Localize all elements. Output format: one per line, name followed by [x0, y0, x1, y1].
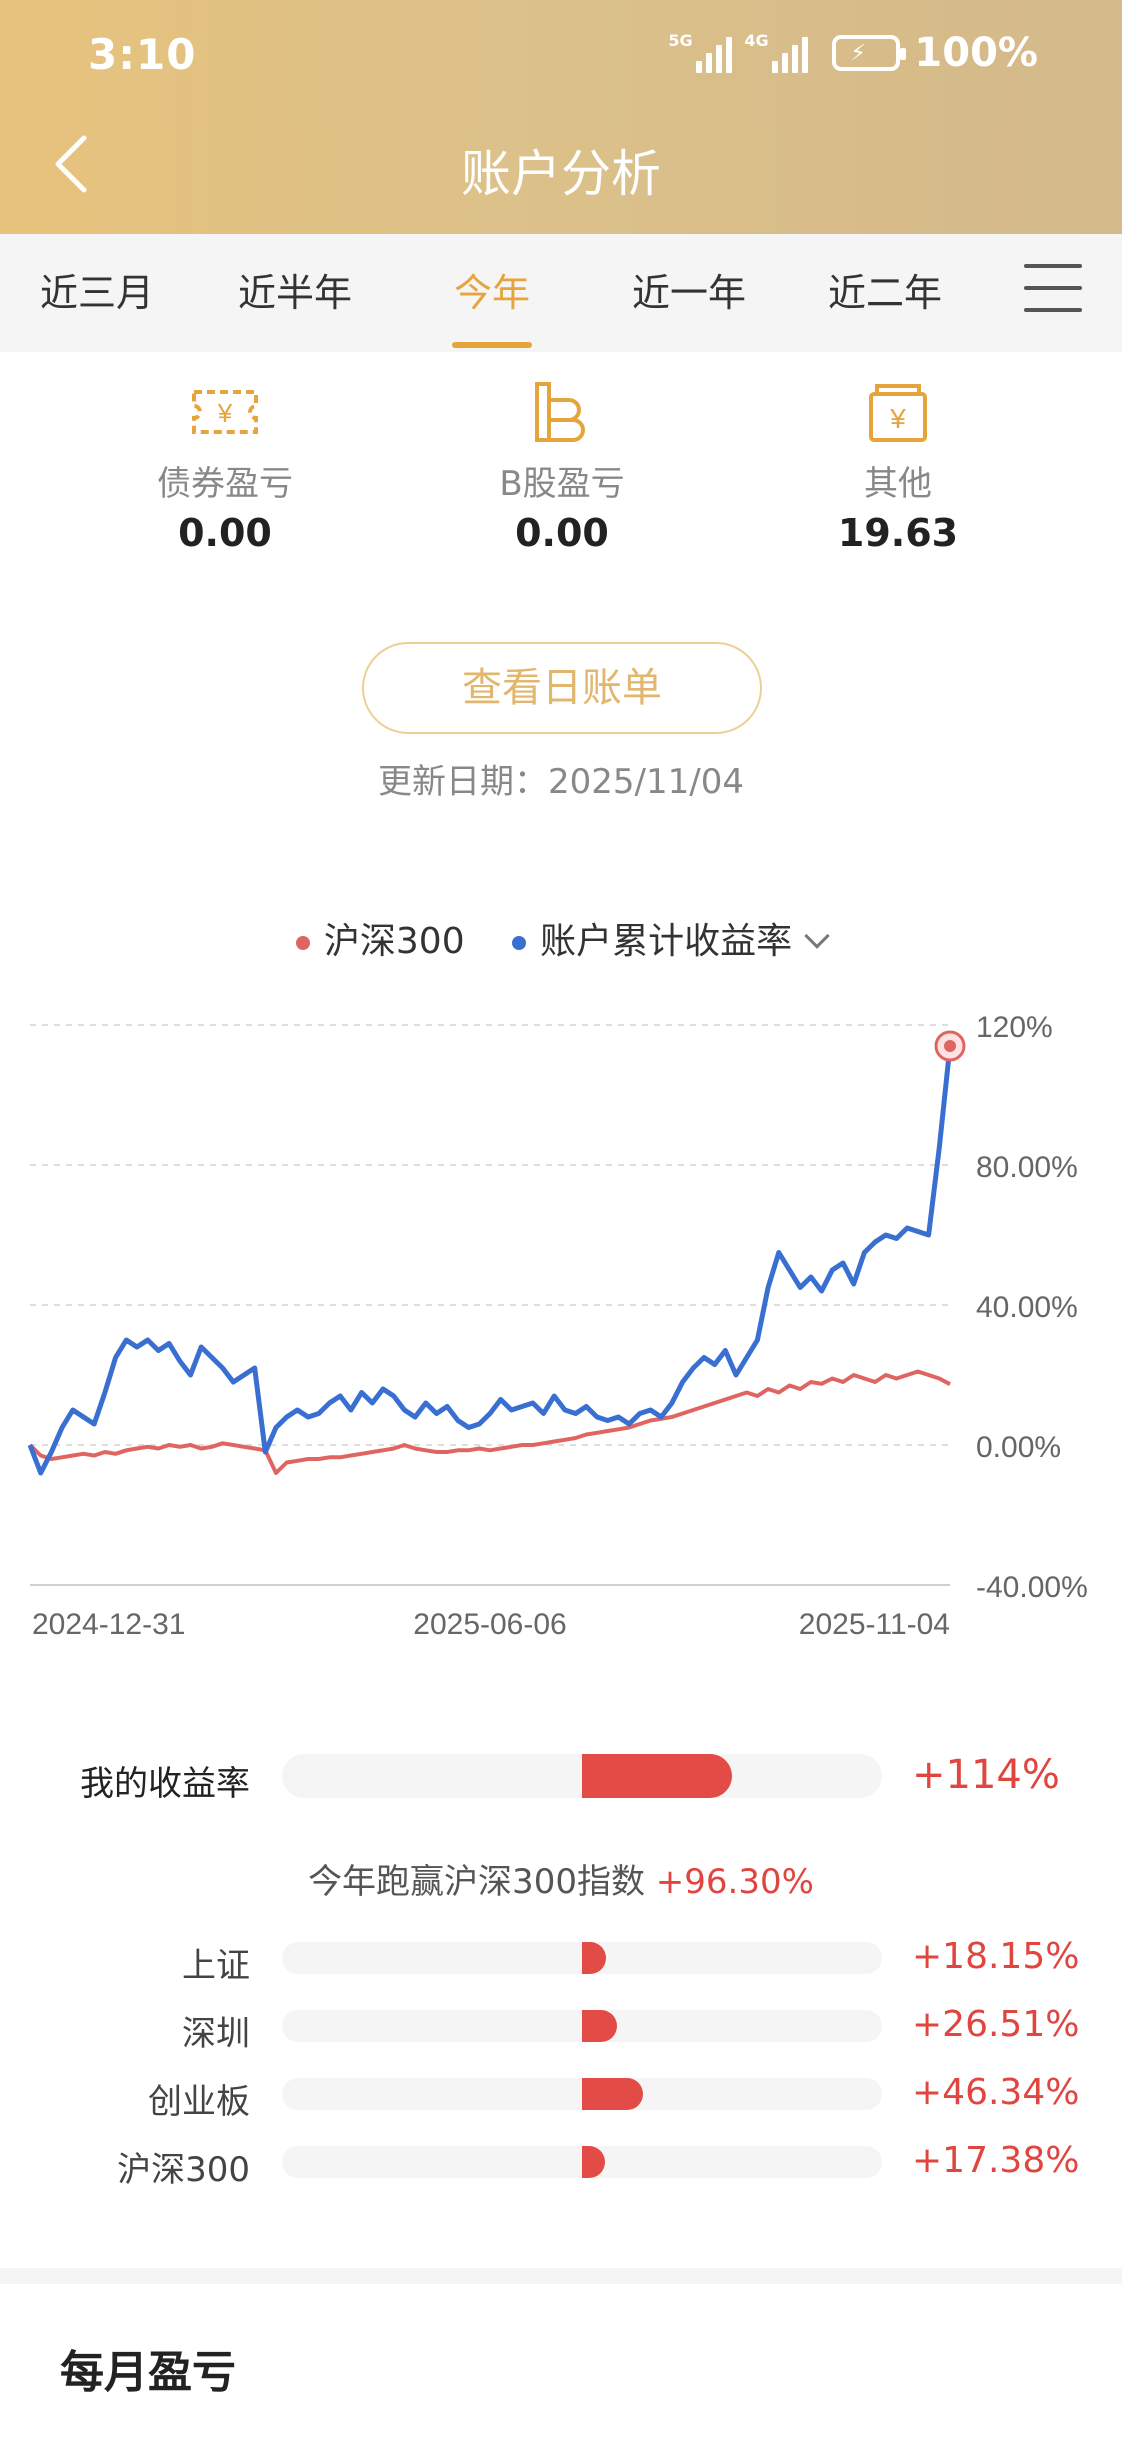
y-tick-label: -40.00% — [976, 1571, 1088, 1604]
section-divider — [0, 2268, 1122, 2284]
index-row: 沪深300 +17.38% — [0, 2134, 1122, 2194]
end-marker-dot — [944, 1040, 956, 1052]
index-bar — [582, 1942, 606, 1974]
back-arrow-icon[interactable] — [50, 132, 94, 196]
index-value: +17.38% — [912, 2140, 1080, 2181]
tab-half-year[interactable]: 近半年 — [238, 271, 353, 315]
my-return-row: 我的收益率 +114% — [0, 1746, 1122, 1806]
index-label: 沪深300 — [117, 2150, 250, 2190]
index-row: 上证 +18.15% — [0, 1930, 1122, 1990]
return-chart: 120% 80.00% 40.00% 0.00% -40.00% 2024-12-31 20… — [27, 1011, 1088, 1641]
index-row: 深圳 +26.51% — [0, 1998, 1122, 2058]
bond-ticket-icon: ¥ — [192, 390, 258, 434]
stat-label: 其他 — [864, 464, 932, 504]
index-track — [282, 2146, 882, 2178]
y-tick-label: 0.00% — [976, 1431, 1061, 1464]
stat-value: 19.63 — [837, 511, 959, 555]
signal-4g-icon: 4G — [744, 31, 809, 73]
y-tick-label: 40.00% — [976, 1291, 1078, 1324]
tab-this-year[interactable]: 今年 — [454, 271, 531, 315]
my-return-value: +114% — [912, 1752, 1060, 1798]
header: 3:10 5G 4G ⚡ 100% 账户分析 — [0, 0, 1122, 234]
x-tick-label: 2025-11-04 — [799, 1608, 950, 1641]
index-value: +26.51% — [912, 2004, 1080, 2045]
battery-icon: ⚡ — [832, 35, 907, 71]
money-bag-icon: ¥ — [869, 384, 927, 442]
index-bar — [582, 2078, 644, 2110]
battery-level: 100% — [914, 30, 1038, 76]
page-title: 账户分析 — [461, 145, 661, 203]
chart-legend[interactable]: 沪深300 账户累计收益率 — [0, 912, 1122, 964]
index-bar — [582, 2010, 617, 2042]
account-dot-icon — [512, 936, 527, 950]
signal-5g-icon: 5G — [668, 31, 733, 73]
svg-text:¥: ¥ — [217, 398, 233, 428]
status-icons: 5G 4G ⚡ 100% — [668, 30, 1038, 76]
stat-label: 债券盈亏 — [157, 464, 293, 504]
stat-value: 0.00 — [178, 511, 272, 555]
y-tick-label: 120% — [976, 1011, 1053, 1044]
index-label: 创业板 — [148, 2082, 250, 2122]
active-tab-indicator — [452, 342, 532, 348]
index-label: 上证 — [182, 1946, 250, 1986]
legend-benchmark[interactable]: 沪深300 — [295, 921, 476, 962]
my-return-bar — [582, 1754, 733, 1798]
index-label: 深圳 — [182, 2014, 250, 2054]
index-track — [282, 2078, 882, 2110]
legend-account[interactable]: 账户累计收益率 — [512, 921, 830, 962]
beat-index-text: 今年跑赢沪深300指数 +96.30% — [308, 1862, 814, 1902]
period-tabs: 近三月 近半年 今年 近一年 近二年 — [0, 234, 1122, 352]
series-line-benchmark — [28, 1369, 951, 1475]
series-line-account — [27, 1045, 953, 1476]
b-share-icon — [535, 382, 585, 442]
index-row: 创业板 +46.34% — [0, 2066, 1122, 2126]
y-tick-label: 80.00% — [976, 1151, 1078, 1184]
svg-text:¥: ¥ — [889, 403, 906, 434]
tab-two-years[interactable]: 近二年 — [828, 271, 943, 315]
tab-one-year[interactable]: 近一年 — [632, 271, 747, 315]
my-return-label: 我的收益率 — [80, 1764, 250, 1804]
beat-index-value: +96.30% — [655, 1862, 814, 1902]
x-tick-label: 2025-06-06 — [413, 1608, 566, 1641]
stat-label: B股盈亏 — [499, 464, 625, 504]
status-time: 3:10 — [88, 30, 197, 79]
stat-bond: ¥ 债券盈亏 0.00 — [105, 380, 345, 555]
index-value: +18.15% — [912, 1936, 1080, 1977]
chevron-down-icon[interactable] — [804, 923, 830, 949]
menu-icon[interactable] — [1024, 264, 1082, 316]
index-bar — [582, 2146, 605, 2178]
stat-b-share: B股盈亏 0.00 — [442, 380, 682, 555]
stat-other: ¥ 其他 19.63 — [778, 380, 1018, 555]
index-value: +46.34% — [912, 2072, 1080, 2113]
stat-value: 0.00 — [515, 511, 609, 555]
index-track — [282, 1942, 882, 1974]
monthly-pnl-title: 每月盈亏 — [60, 2347, 236, 2398]
x-tick-label: 2024-12-31 — [32, 1608, 185, 1641]
benchmark-dot-icon — [295, 936, 310, 950]
daily-bill-button[interactable]: 查看日账单 — [362, 642, 762, 734]
tab-three-months[interactable]: 近三月 — [40, 271, 155, 315]
index-track — [282, 2010, 882, 2042]
my-return-track — [282, 1754, 882, 1798]
update-date: 更新日期：2025/11/04 — [378, 762, 744, 802]
status-bar: 3:10 5G 4G ⚡ 100% — [0, 0, 1122, 118]
